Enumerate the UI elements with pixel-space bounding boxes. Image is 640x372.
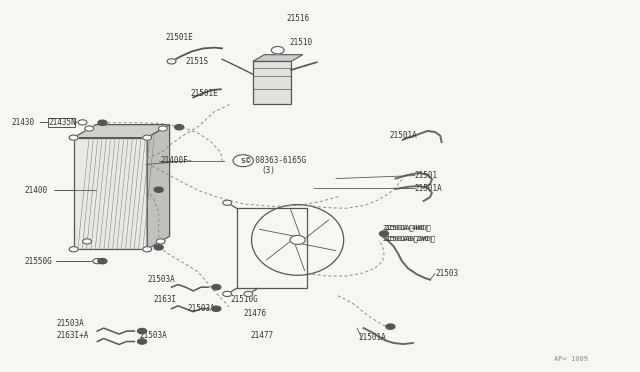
Text: 21516: 21516 — [287, 14, 310, 23]
Text: 21503A: 21503A — [188, 304, 215, 313]
Text: 2163I+A: 2163I+A — [56, 331, 89, 340]
Text: 21510G: 21510G — [230, 295, 258, 304]
Text: 21476: 21476 — [243, 309, 266, 318]
Circle shape — [212, 306, 221, 311]
Text: 21503: 21503 — [435, 269, 458, 278]
Text: 21501A〨4WD〩: 21501A〨4WD〩 — [384, 224, 431, 231]
Circle shape — [138, 329, 146, 333]
Text: 2163I: 2163I — [154, 295, 177, 304]
Circle shape — [138, 339, 146, 344]
Circle shape — [78, 120, 87, 125]
Polygon shape — [74, 138, 147, 249]
Circle shape — [154, 245, 163, 250]
Circle shape — [98, 120, 107, 125]
Circle shape — [69, 135, 78, 140]
Text: S: S — [241, 158, 246, 164]
Text: © 08363-6165G: © 08363-6165G — [246, 156, 307, 165]
Circle shape — [244, 291, 253, 296]
Circle shape — [223, 200, 232, 205]
Text: 21501E: 21501E — [165, 33, 193, 42]
Text: 21501A: 21501A — [389, 131, 417, 140]
Polygon shape — [253, 61, 291, 104]
Text: 21501AB〨2WD〩: 21501AB〨2WD〩 — [384, 235, 435, 242]
Circle shape — [212, 307, 220, 311]
Circle shape — [175, 125, 184, 130]
Text: 21400: 21400 — [24, 186, 47, 195]
Circle shape — [380, 231, 388, 236]
Circle shape — [159, 126, 168, 131]
Text: 21400F: 21400F — [160, 156, 188, 165]
Circle shape — [93, 259, 102, 264]
Text: 21477: 21477 — [251, 331, 274, 340]
Circle shape — [143, 247, 152, 252]
Text: 21503A: 21503A — [56, 319, 84, 328]
Text: 21501A(4WD): 21501A(4WD) — [383, 224, 429, 231]
Text: 21501: 21501 — [415, 171, 438, 180]
Text: 21501A: 21501A — [415, 184, 442, 193]
Circle shape — [84, 126, 94, 131]
Text: 21503A: 21503A — [147, 275, 175, 284]
Circle shape — [212, 285, 220, 289]
Circle shape — [156, 239, 165, 244]
Circle shape — [154, 187, 163, 192]
Text: 2151S: 2151S — [186, 57, 209, 66]
Circle shape — [167, 59, 176, 64]
Circle shape — [233, 155, 253, 167]
Circle shape — [98, 259, 107, 264]
Circle shape — [138, 339, 147, 344]
Text: (3): (3) — [261, 166, 275, 174]
Text: 21501E: 21501E — [191, 89, 218, 98]
Polygon shape — [74, 125, 170, 138]
Circle shape — [69, 247, 78, 252]
Text: 21510: 21510 — [290, 38, 313, 47]
Circle shape — [271, 46, 284, 54]
Text: 21501AB(2WD): 21501AB(2WD) — [383, 235, 434, 242]
Text: 21435N: 21435N — [48, 118, 76, 126]
Circle shape — [223, 291, 232, 296]
Circle shape — [138, 328, 147, 334]
Polygon shape — [253, 55, 303, 61]
Circle shape — [143, 135, 152, 140]
Text: 21503A: 21503A — [140, 331, 167, 340]
Circle shape — [83, 239, 92, 244]
Circle shape — [290, 235, 305, 244]
Text: AP< 1009: AP< 1009 — [554, 356, 588, 362]
Text: 21550G: 21550G — [24, 257, 52, 266]
Polygon shape — [147, 125, 170, 249]
Circle shape — [386, 324, 395, 329]
Text: 21501A: 21501A — [358, 333, 386, 342]
Text: 21430: 21430 — [12, 118, 35, 126]
Circle shape — [212, 285, 221, 290]
